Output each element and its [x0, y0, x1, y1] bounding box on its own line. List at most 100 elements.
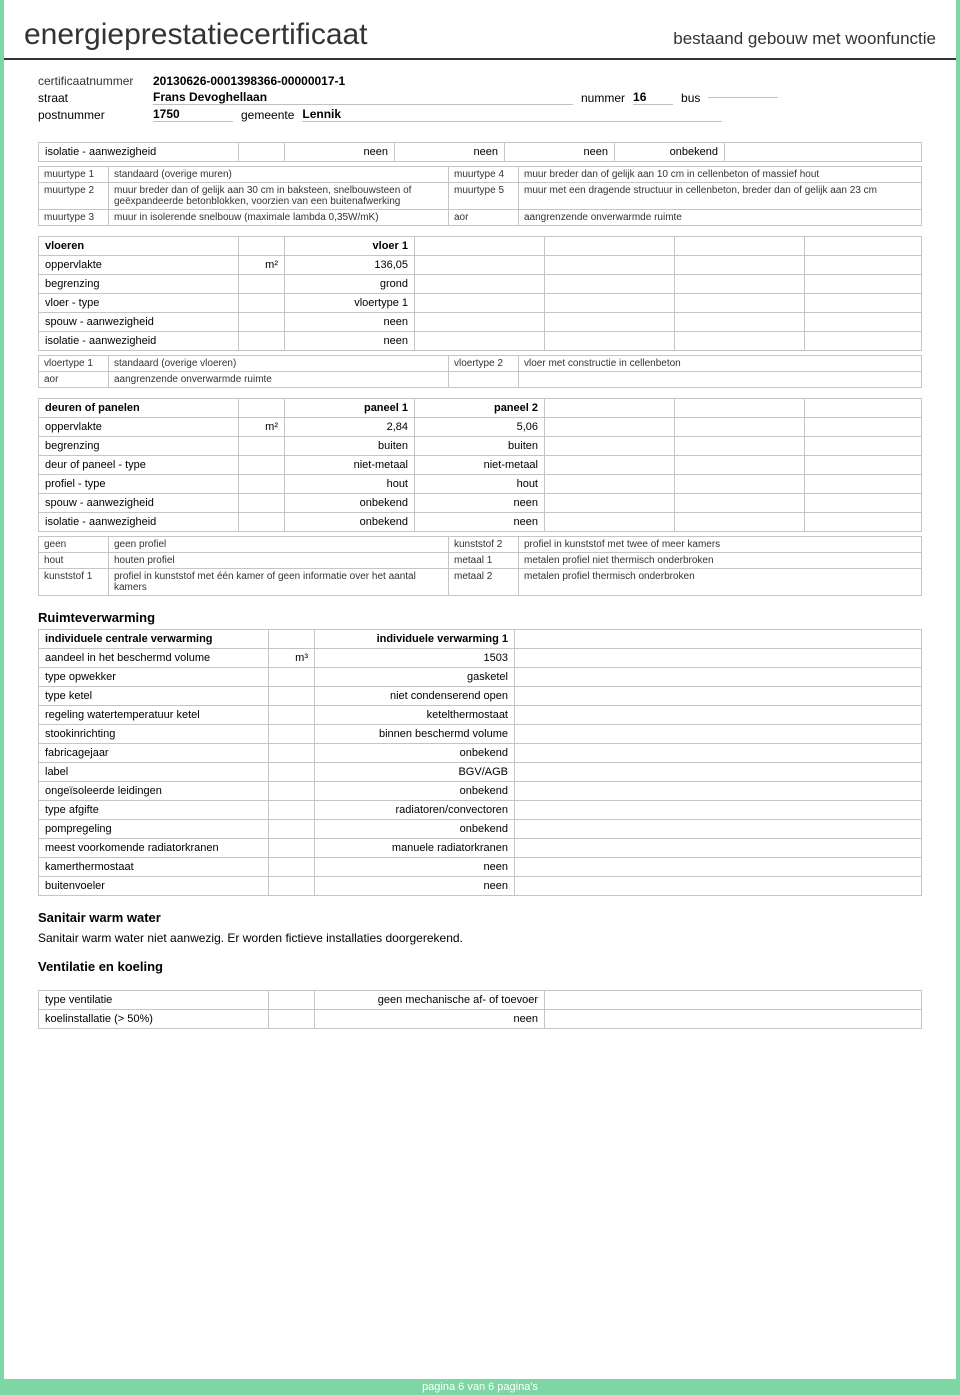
legend-desc: metalen profiel thermisch onderbroken — [519, 569, 922, 596]
legend-key: muurtype 5 — [449, 183, 519, 210]
legend-desc: muur met een dragende structuur in celle… — [519, 183, 922, 210]
cell-empty — [545, 1010, 922, 1029]
cell-empty — [805, 399, 922, 418]
cell-empty — [805, 456, 922, 475]
cell-empty — [515, 877, 922, 896]
cell-empty — [239, 313, 285, 332]
table-row: muurtype 3 muur in isolerende snelbouw (… — [39, 210, 922, 226]
cell-label: oppervlakte — [39, 418, 239, 437]
cell-value: gasketel — [315, 668, 515, 687]
cell-empty — [725, 143, 922, 162]
cell-empty — [545, 437, 675, 456]
legend-key: aor — [449, 210, 519, 226]
cell-empty — [515, 668, 922, 687]
vloeren-table: vloeren vloer 1 oppervlaktem²136,05 begr… — [38, 236, 922, 351]
cell-empty — [545, 418, 675, 437]
cell-unit: m³ — [269, 649, 315, 668]
cell-empty — [805, 418, 922, 437]
cell-empty — [805, 475, 922, 494]
panelen-section: deuren of panelen paneel 1 paneel 2 oppe… — [4, 398, 956, 596]
cell-empty — [269, 687, 315, 706]
table-row: type ventilatie geen mechanische af- of … — [39, 991, 922, 1010]
cell-empty — [805, 256, 922, 275]
cell-empty — [269, 991, 315, 1010]
cell-label: deur of paneel - type — [39, 456, 239, 475]
cell-empty — [675, 437, 805, 456]
cell-empty — [269, 820, 315, 839]
cert-number-value: 20130626-0001398366-00000017-1 — [153, 74, 345, 88]
cell-empty — [545, 294, 675, 313]
cell-value: ketelthermostaat — [315, 706, 515, 725]
legend-key: metaal 2 — [449, 569, 519, 596]
cell-empty — [675, 399, 805, 418]
section-heading: Sanitair warm water — [38, 910, 922, 925]
section-heading: Ventilatie en koeling — [38, 959, 922, 974]
cell-label: oppervlakte — [39, 256, 239, 275]
ventilatie-table: type ventilatie geen mechanische af- of … — [38, 990, 922, 1029]
table-row: meest voorkomende radiatorkranenmanuele … — [39, 839, 922, 858]
cell-unit: m² — [239, 418, 285, 437]
cell-empty — [675, 513, 805, 532]
cell-value: onbekend — [285, 494, 415, 513]
cell-unit: m² — [239, 256, 285, 275]
cell-empty — [239, 437, 285, 456]
legend-key: muurtype 1 — [39, 167, 109, 183]
cell-empty — [805, 275, 922, 294]
table-row: type ketelniet condenserend open — [39, 687, 922, 706]
cell-empty — [675, 456, 805, 475]
cell-label: kamerthermostaat — [39, 858, 269, 877]
table-row: type afgifteradiatoren/convectoren — [39, 801, 922, 820]
table-row: profiel - typehouthout — [39, 475, 922, 494]
cell-empty — [675, 256, 805, 275]
page-container: energieprestatiecertificaat bestaand geb… — [0, 0, 960, 1395]
cell-empty — [269, 877, 315, 896]
legend-desc: vloer met constructie in cellenbeton — [519, 356, 922, 372]
cell-label: buitenvoeler — [39, 877, 269, 896]
cell-value: niet-metaal — [285, 456, 415, 475]
cell-value: neen — [315, 1010, 545, 1029]
cell-empty — [805, 313, 922, 332]
cell-empty — [269, 1010, 315, 1029]
table-row: koelinstallatie (> 50%) neen — [39, 1010, 922, 1029]
cell-label: spouw - aanwezigheid — [39, 494, 239, 513]
cell-empty — [545, 991, 922, 1010]
vloeren-section: vloeren vloer 1 oppervlaktem²136,05 begr… — [4, 236, 956, 388]
legend-desc: metalen profiel niet thermisch onderbrok… — [519, 553, 922, 569]
cell-value: hout — [285, 475, 415, 494]
cell-empty — [545, 513, 675, 532]
sanitair-text: Sanitair warm water niet aanwezig. Er wo… — [38, 931, 922, 945]
legend-desc: houten profiel — [109, 553, 449, 569]
cell-value: neen — [285, 143, 395, 162]
cell-empty — [515, 687, 922, 706]
cell-empty — [805, 332, 922, 351]
table-row: fabricagejaaronbekend — [39, 744, 922, 763]
cell-empty — [269, 725, 315, 744]
sanitair-section: Sanitair warm water Sanitair warm water … — [4, 910, 956, 1029]
cell-label: regeling watertemperatuur ketel — [39, 706, 269, 725]
cell-empty — [675, 494, 805, 513]
table-row: aandeel in het beschermd volumem³1503 — [39, 649, 922, 668]
table-row: oppervlaktem²136,05 — [39, 256, 922, 275]
cell-value: BGV/AGB — [315, 763, 515, 782]
table-row: regeling watertemperatuur ketel ketelther… — [39, 706, 922, 725]
cell-empty — [545, 332, 675, 351]
cell-label: vloer - type — [39, 294, 239, 313]
cell-empty — [239, 143, 285, 162]
verwarming-table: individuele centrale verwarming individu… — [38, 629, 922, 896]
cell-value: neen — [285, 313, 415, 332]
cell-label: begrenzing — [39, 437, 239, 456]
legend-key: muurtype 3 — [39, 210, 109, 226]
table-row: buitenvoelerneen — [39, 877, 922, 896]
cell-label: meest voorkomende radiatorkranen — [39, 839, 269, 858]
isolatie-table: isolatie - aanwezigheid neen neen neen o… — [38, 142, 922, 162]
table-row: isolatie - aanwezigheidneen — [39, 332, 922, 351]
cell-value: buiten — [285, 437, 415, 456]
cell-value: niet condenserend open — [315, 687, 515, 706]
legend-key: geen — [39, 537, 109, 553]
table-row: begrenzing buitenbuiten — [39, 437, 922, 456]
post-label: postnummer — [38, 108, 153, 122]
cell-value: 2,84 — [285, 418, 415, 437]
cell-value: buiten — [415, 437, 545, 456]
legend-key: aor — [39, 372, 109, 388]
cell-empty — [239, 332, 285, 351]
